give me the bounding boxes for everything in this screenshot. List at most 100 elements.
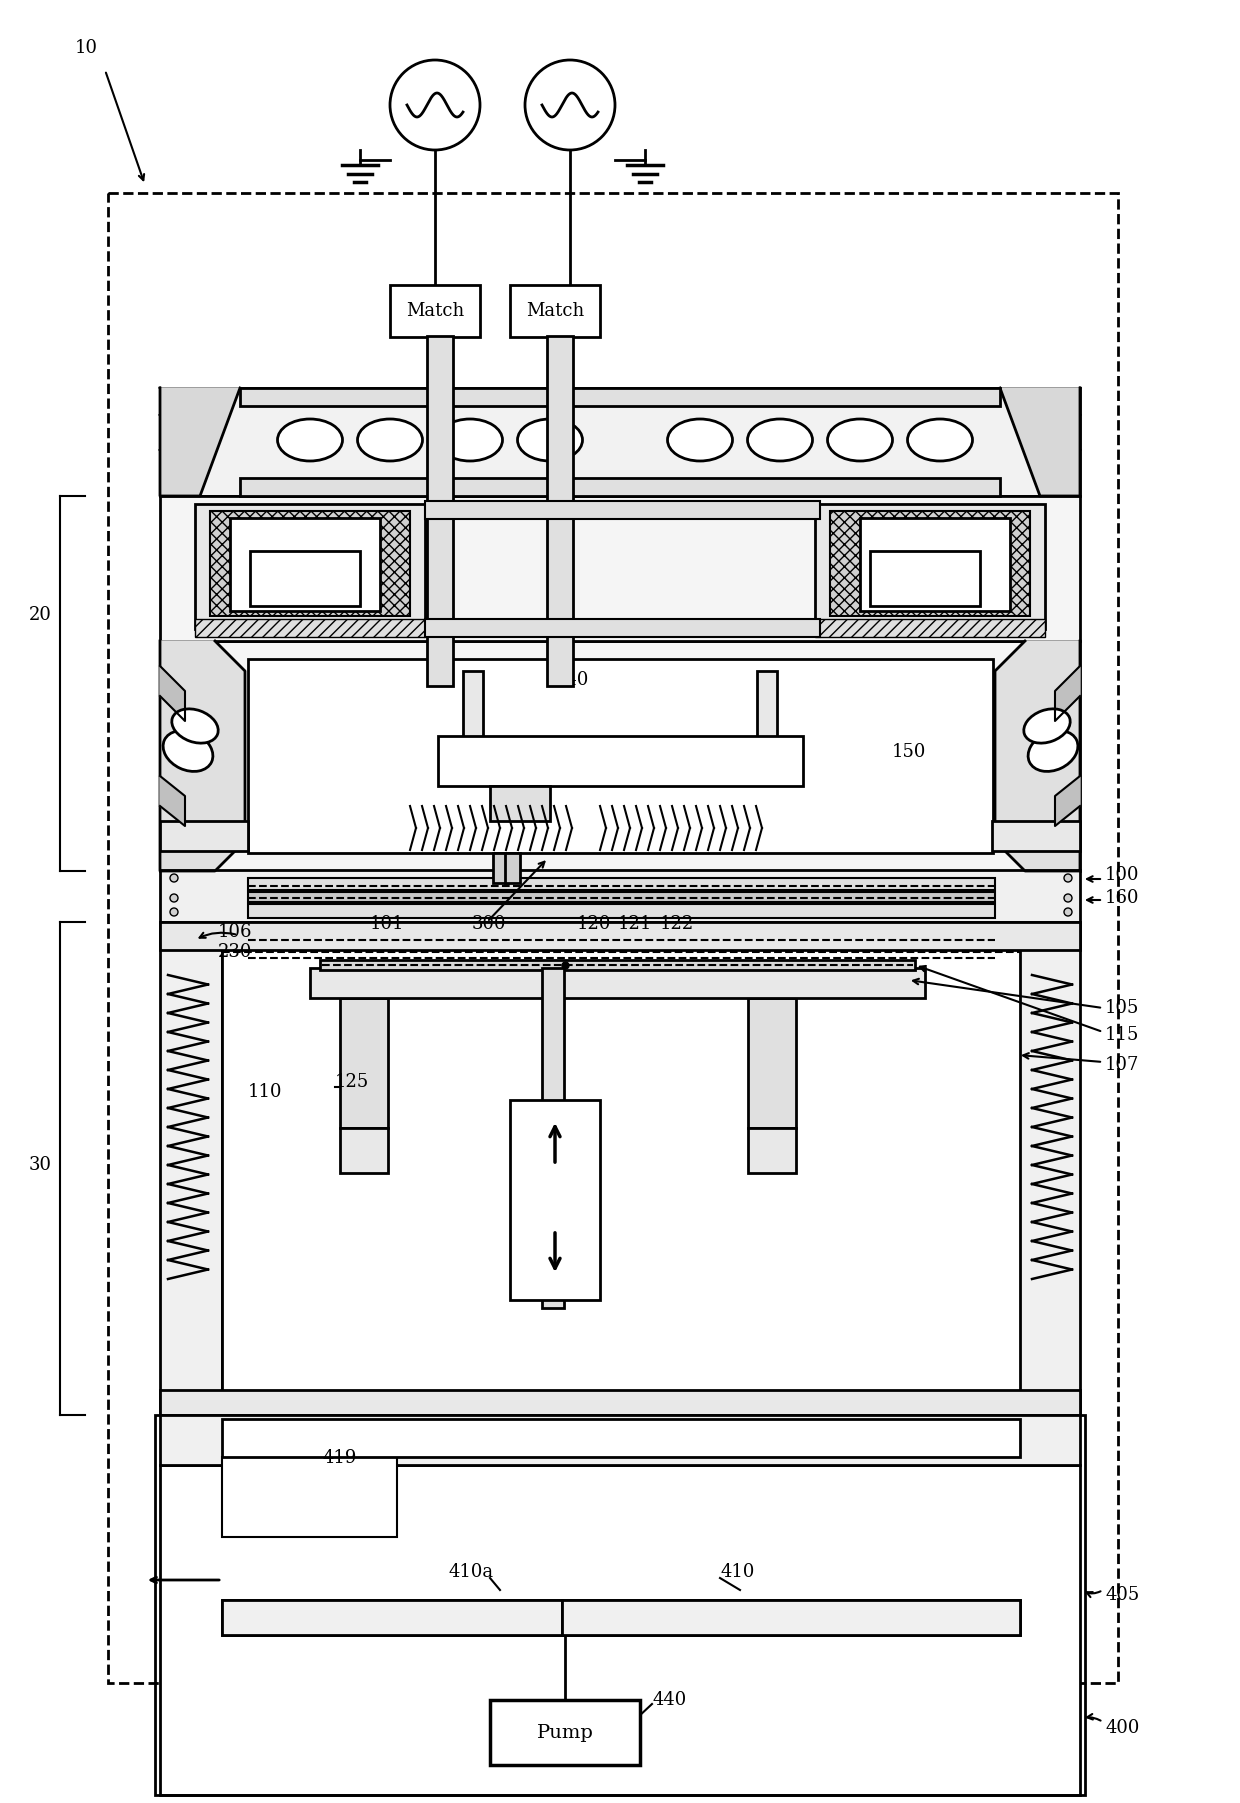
Bar [160,871,1080,921]
Text: 419: 419 [322,1450,356,1468]
Bar [222,1599,562,1635]
Bar [222,1457,397,1536]
Bar [195,618,425,636]
Bar [510,1100,600,1300]
Bar [427,335,453,685]
Bar [320,959,915,970]
Ellipse shape [391,59,480,150]
Ellipse shape [170,894,179,902]
Polygon shape [160,665,185,721]
Ellipse shape [278,418,342,462]
Bar [222,1599,1021,1635]
Bar [547,335,573,685]
Bar [861,517,1011,611]
Bar [438,736,804,786]
Polygon shape [160,775,185,826]
Ellipse shape [908,418,972,462]
Text: 100: 100 [1105,865,1140,883]
Ellipse shape [438,418,502,462]
Polygon shape [160,642,246,871]
Text: 140: 140 [556,671,589,689]
Bar [992,820,1080,851]
Polygon shape [999,388,1080,496]
Bar [108,193,1118,1682]
Bar [494,853,508,883]
Text: 10: 10 [74,40,98,58]
Bar [160,1390,1080,1415]
Ellipse shape [170,874,179,882]
Bar [229,517,379,611]
Bar [391,285,480,337]
Bar [250,552,360,606]
Text: 125: 125 [335,1073,370,1091]
Ellipse shape [170,909,179,916]
Bar [248,660,993,853]
Bar [1018,921,1080,1415]
Text: Match: Match [405,301,464,319]
Text: 107: 107 [1105,1057,1140,1075]
Bar [248,878,994,891]
Ellipse shape [1064,894,1073,902]
Text: 440: 440 [652,1691,686,1709]
Bar [248,892,994,902]
Text: 150: 150 [892,743,926,761]
Bar [490,786,551,820]
Bar [160,496,1080,642]
Bar [490,1700,640,1765]
Bar [463,671,484,781]
Text: 160: 160 [1105,889,1140,907]
Polygon shape [994,642,1080,871]
Ellipse shape [517,418,583,462]
Text: 20: 20 [29,606,51,624]
Ellipse shape [1064,909,1073,916]
Bar [562,1599,1021,1635]
Text: 410: 410 [720,1563,754,1581]
Bar [310,968,925,999]
Text: 105: 105 [1105,999,1140,1017]
Bar [160,921,1080,950]
Bar [241,388,999,406]
Bar [748,999,796,1129]
Bar [505,853,520,883]
Bar [542,968,564,1307]
Text: 120: 120 [577,914,611,932]
Bar [815,505,1045,629]
Ellipse shape [525,59,615,150]
Bar [160,921,222,1415]
Ellipse shape [748,418,812,462]
Text: 115: 115 [1105,1026,1140,1044]
Bar [870,552,980,606]
Ellipse shape [667,418,733,462]
Text: 121: 121 [618,914,652,932]
Bar [222,1419,1021,1457]
Text: 122: 122 [660,914,694,932]
Bar [830,510,1030,617]
Bar [756,671,777,781]
Ellipse shape [1064,874,1073,882]
Bar [425,501,820,519]
Bar [195,505,425,629]
Bar [510,285,600,337]
Bar [748,1129,796,1174]
Bar [160,388,1080,496]
Bar [222,921,1021,1415]
Bar [210,510,410,617]
Text: Pump: Pump [537,1724,594,1742]
Ellipse shape [1024,709,1070,743]
Polygon shape [160,388,241,496]
Text: 106: 106 [218,923,253,941]
Bar [160,642,1080,871]
Bar [248,903,994,918]
Text: 230: 230 [218,943,253,961]
Bar [160,1466,1080,1796]
Text: 30: 30 [29,1156,52,1174]
Ellipse shape [827,418,893,462]
Bar [425,618,820,636]
Bar [340,999,388,1129]
Text: 400: 400 [1105,1718,1140,1736]
Ellipse shape [172,709,218,743]
Ellipse shape [164,730,213,772]
Bar [160,820,248,851]
Bar [815,618,1045,636]
Bar [160,1415,1080,1466]
